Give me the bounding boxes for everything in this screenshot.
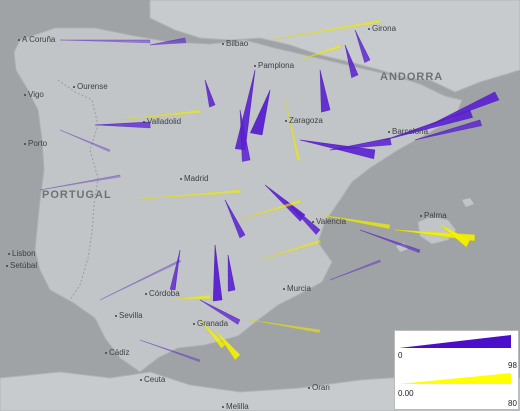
flow-line <box>299 44 341 61</box>
city-label: Pamplona <box>254 62 294 70</box>
flow-line <box>214 244 223 301</box>
menorca <box>462 198 474 207</box>
flow-line <box>344 44 359 76</box>
legend-yellow-min: 0.00 <box>398 389 414 398</box>
flow-line <box>329 259 381 281</box>
flow-line <box>139 339 201 361</box>
flow-arrow-purple <box>169 249 181 291</box>
flow-line <box>249 319 321 331</box>
flow-line <box>259 239 321 261</box>
legend-yellow-max: 80 <box>508 399 517 408</box>
flow-line <box>354 29 371 61</box>
flow-line <box>239 109 251 161</box>
city-label: Córdoba <box>145 290 180 298</box>
flow-line <box>99 259 181 301</box>
iberia-landmass <box>13 27 463 373</box>
city-label: Ourense <box>73 83 108 91</box>
flow-arrow-purple <box>139 339 201 363</box>
city-label: Bilbao <box>222 40 248 48</box>
flow-line <box>244 69 256 151</box>
city-label: Murcia <box>283 285 311 293</box>
flow-line <box>224 199 246 236</box>
flow-line <box>439 224 471 241</box>
city-label: Melilla <box>222 403 249 411</box>
flow-arrow-purple <box>249 89 271 136</box>
city-label: Zaragoza <box>285 117 323 125</box>
flow-line <box>329 137 391 151</box>
city-label: Valladolid <box>143 118 181 126</box>
flow-line <box>174 249 181 291</box>
city-label: Girona <box>368 25 396 33</box>
city-label: Cádiz <box>105 349 129 357</box>
flow-arrow-purple <box>212 244 223 302</box>
flow-arrow-purple <box>59 39 151 44</box>
city-label: A Coruña <box>18 36 55 44</box>
flow-line <box>394 229 476 236</box>
city-label: Oran <box>308 384 330 392</box>
flow-line <box>39 174 121 191</box>
flow-line <box>284 99 301 161</box>
flow-arrow-purple <box>39 174 121 191</box>
flow-line <box>214 329 241 356</box>
north-africa-landmass <box>0 371 520 411</box>
city-label: Barcelona <box>388 128 428 136</box>
flow-arrow-yellow <box>169 294 211 301</box>
portugal-border <box>57 79 99 301</box>
legend-purple-max: 98 <box>508 361 517 370</box>
flow-line <box>429 91 496 126</box>
country-label-portugal: PORTUGAL <box>42 189 112 201</box>
flow-line <box>359 229 421 251</box>
legend-purple-min: 0 <box>398 351 403 360</box>
flow-line <box>204 79 216 106</box>
flow-arrow-yellow <box>239 199 302 221</box>
city-label: Sevilla <box>115 312 143 320</box>
city-label: Madrid <box>180 175 208 183</box>
flow-arrow-yellow <box>249 319 321 334</box>
flow-line <box>414 119 481 141</box>
flow-arrow-purple <box>99 259 182 301</box>
flow-line <box>319 69 331 111</box>
flow-arrow-purple <box>59 129 111 153</box>
flow-line <box>119 109 201 121</box>
legend-ramps <box>399 335 511 384</box>
flow-line <box>239 199 301 221</box>
city-label: Setúbal <box>6 262 37 270</box>
country-label-andorra: ANDORRA <box>380 71 444 83</box>
flow-line <box>94 121 151 126</box>
flow-line <box>269 19 381 41</box>
city-label: Granada <box>193 320 228 328</box>
flow-arrow-yellow <box>129 189 241 201</box>
flow-line <box>299 139 376 151</box>
flow-line <box>261 89 271 136</box>
legend-purple-ramp <box>399 335 511 348</box>
flow-arrow-purple <box>329 259 382 281</box>
flow-line <box>199 299 241 321</box>
flow-line <box>227 254 236 291</box>
flow-arrow-purple <box>359 229 421 254</box>
flow-arrow-purple <box>94 121 151 129</box>
flow-line <box>129 189 241 201</box>
flow-arrow-yellow <box>299 44 342 61</box>
flow-arrow-yellow <box>269 19 381 41</box>
city-label: Valencia <box>312 218 346 226</box>
city-label: Lisbon <box>8 250 36 258</box>
city-label: Palma <box>420 212 447 220</box>
city-label: Ceuta <box>140 376 165 384</box>
city-label: Vigo <box>24 91 44 99</box>
city-label: Porto <box>24 140 47 148</box>
flow-line <box>169 294 211 301</box>
flow-line <box>59 129 111 151</box>
flow-arrow-yellow <box>259 239 322 261</box>
flow-arrow-purple <box>149 37 187 46</box>
legend-yellow-ramp <box>399 373 511 384</box>
flow-line <box>149 37 186 46</box>
legend: 0 98 0.00 80 <box>394 330 519 410</box>
